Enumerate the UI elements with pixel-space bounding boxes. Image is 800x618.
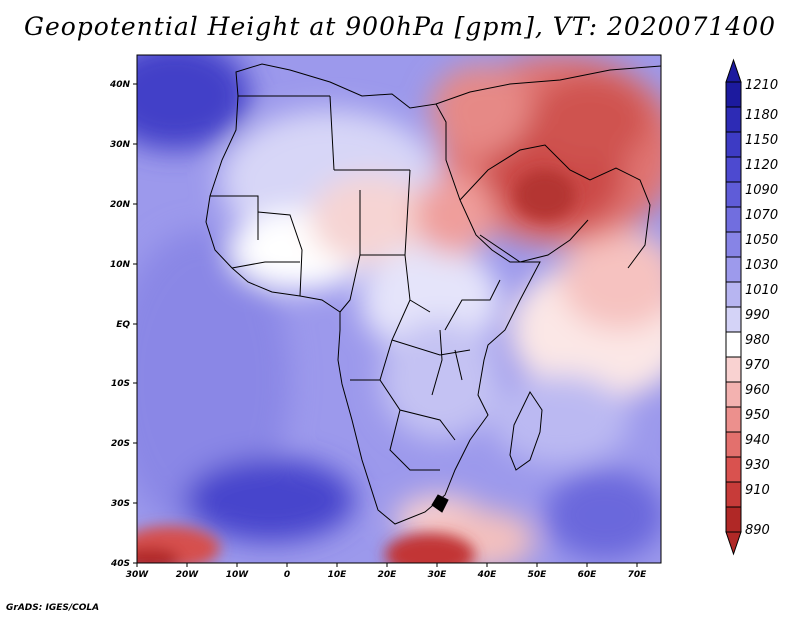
colorbar-segment: [725, 456, 742, 483]
colorbar-segment: [725, 131, 742, 158]
colorbar-segment: [725, 406, 742, 433]
lon-tick-label: 60E: [578, 570, 598, 580]
colorbar-segment: [725, 481, 742, 508]
colorbar-label: 930: [745, 458, 770, 473]
map-field: [137, 55, 661, 563]
colorbar-label: 990: [745, 308, 770, 323]
lat-tick-label: 40S: [110, 559, 130, 569]
lat-tick-label: 10N: [110, 260, 131, 270]
lon-tick-label: 20W: [176, 570, 200, 580]
lon-axis: 30W 20W 10W 0 10E 20E 30E 40E 50E 60E 70…: [126, 563, 647, 580]
coastlines: [205, 63, 661, 525]
lat-tick-label: 20S: [111, 439, 130, 449]
lon-tick-label: 30W: [126, 570, 150, 580]
colorbar-label: 1050: [745, 233, 778, 248]
colorbar-label: 910: [745, 483, 770, 498]
colorbar-label: 940: [745, 433, 770, 448]
colorbar-label: 1070: [745, 208, 778, 223]
lat-tick-label: 30S: [111, 499, 130, 509]
footer-credit: GrADS: IGES/COLA: [6, 603, 100, 613]
lon-tick-label: 0: [284, 570, 290, 580]
colorbar-segment: [725, 231, 742, 258]
colorbar-label: 1010: [745, 283, 778, 298]
lon-tick-label: 20E: [378, 570, 398, 580]
lon-tick-label: 30E: [428, 570, 448, 580]
colorbar-segment: [725, 506, 742, 533]
colorbar-segment: [725, 106, 742, 133]
colorbar-segment: [725, 431, 742, 458]
colorbar-label: 890: [745, 523, 770, 538]
colorbar-segment: [725, 381, 742, 408]
colorbar-segment: [725, 181, 742, 208]
lat-tick-label: 40N: [109, 80, 131, 90]
colorbar-label: 970: [745, 358, 770, 373]
colorbar-label: 1150: [745, 133, 778, 148]
colorbar-segment: [725, 331, 742, 358]
colorbar-segment: [725, 306, 742, 333]
lon-tick-label: 70E: [628, 570, 648, 580]
colorbar-label: 960: [745, 383, 770, 398]
lon-tick-label: 10W: [226, 570, 250, 580]
colorbar-segment: [725, 156, 742, 183]
lon-tick-label: 10E: [328, 570, 348, 580]
colorbar-segment: [725, 256, 742, 283]
colorbar-segment: [725, 81, 742, 108]
colorbar-bottom-arrow: [725, 531, 742, 556]
lat-tick-label: 30N: [110, 140, 131, 150]
lat-tick-label: 10S: [111, 379, 130, 389]
colorbar-label: 950: [745, 408, 770, 423]
colorbar-segment: [725, 356, 742, 383]
lon-tick-label: 50E: [528, 570, 548, 580]
colorbar-segment: [725, 281, 742, 308]
colorbar-top-arrow: [725, 58, 742, 83]
lon-tick-label: 40E: [477, 570, 498, 580]
lat-tick-label: 20N: [110, 200, 131, 210]
colorbar-label: 1180: [745, 108, 778, 123]
colorbar-segment: [725, 206, 742, 233]
map-title: Geopotential Height at 900hPa [gpm], VT:…: [23, 12, 777, 41]
lat-tick-label: EQ: [116, 320, 130, 330]
lat-axis: 40N 30N 20N 10N EQ 10S 20S 30S 40S: [109, 80, 137, 569]
colorbar-label: 1120: [745, 158, 778, 173]
colorbar-label: 1030: [745, 258, 778, 273]
colorbar: 1210 1180 1150 1120 1090 1070 1050 1030 …: [725, 58, 778, 556]
colorbar-label: 1210: [745, 78, 778, 93]
colorbar-label: 1090: [745, 183, 778, 198]
map-frame: [136, 54, 662, 564]
colorbar-label: 980: [745, 333, 770, 348]
